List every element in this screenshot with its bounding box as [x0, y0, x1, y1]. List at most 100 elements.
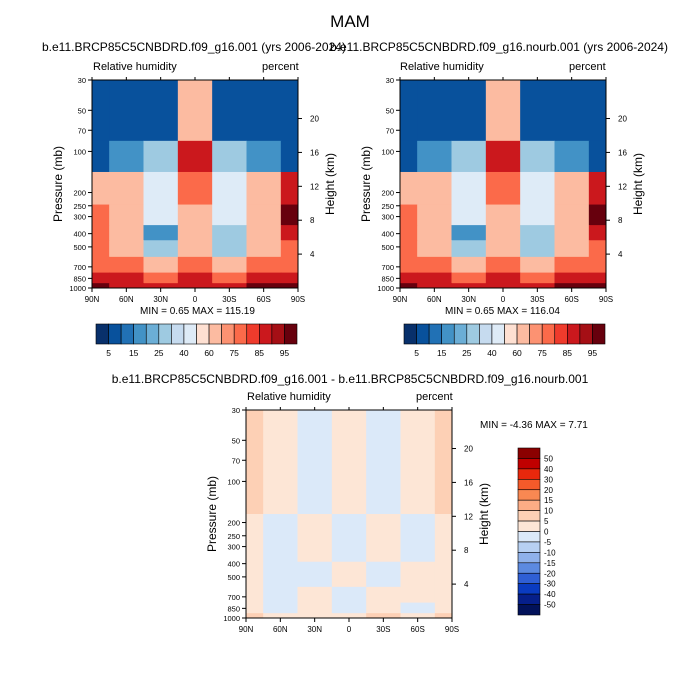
- panel-1-cell: [280, 283, 299, 289]
- panel-3-ytick-label: 50: [232, 436, 240, 445]
- panel-1-cell: [212, 171, 247, 206]
- panel-1-colorbar-box: [158, 323, 172, 345]
- panel-2-colorbar-box: [479, 323, 493, 345]
- panel-2-xtick-label: 60S: [565, 295, 579, 304]
- panel-3-cell: [434, 613, 453, 619]
- panel-3-cell: [297, 602, 333, 614]
- panel-2-cell: [451, 272, 487, 284]
- panel-3-cell: [366, 586, 401, 604]
- panel-2-cell: [588, 283, 607, 289]
- panel-3-height-tick-label: 8: [464, 546, 469, 555]
- panel-3-colorbar-box: [517, 468, 541, 480]
- panel-3-cell: [434, 514, 453, 563]
- panel-3-cell: [331, 561, 367, 588]
- panel-1-cell: [92, 171, 110, 206]
- panel-3-cell: [331, 613, 367, 619]
- panel-1-colorbar-label: 25: [154, 348, 164, 358]
- panel-1-height-tick-label: 8: [310, 216, 315, 225]
- panel-1-cell: [109, 256, 144, 274]
- panel-1-cell: [280, 204, 299, 226]
- panel-3-cell: [331, 602, 367, 614]
- panel-3-cell: [331, 410, 367, 515]
- panel-1-field-label: Relative humidity: [93, 61, 177, 73]
- panel-3-ytick-label: 250: [227, 532, 240, 541]
- panel-2-y2label: Height (km): [631, 153, 645, 215]
- panel-3-cell: [263, 410, 298, 515]
- panel-2-colorbar-box: [441, 323, 455, 345]
- panel-1-cell: [212, 80, 247, 142]
- panel-2-ytick-label: 700: [381, 263, 394, 272]
- panel-1-title: b.e11.BRCP85C5CNBDRD.f09_g16.001 (yrs 20…: [42, 40, 346, 54]
- panel-1-ytick-label: 250: [73, 202, 86, 211]
- panel-2-cell: [417, 80, 452, 142]
- panel-1-ytick-label: 500: [73, 243, 86, 252]
- panel-3-cell: [434, 602, 453, 614]
- panel-1-cell: [246, 80, 282, 142]
- panel-3-colorbar-label: -50: [544, 601, 556, 610]
- panel-1-cell: [92, 283, 110, 289]
- panel-1-cell: [246, 240, 282, 258]
- panel-2-colorbar-box: [579, 323, 593, 345]
- panel-2-cell: [588, 225, 607, 241]
- panel-1-cell: [246, 256, 282, 274]
- panel-1-colorbar: [95, 323, 298, 345]
- panel-3-cell: [366, 602, 401, 614]
- panel-1-cell: [143, 80, 179, 142]
- panel-3-colorbar-box: [517, 510, 541, 522]
- panel-1-cell: [246, 171, 282, 206]
- panel-1-ytick-label: 100: [73, 147, 86, 156]
- panel-3-cell: [297, 561, 333, 588]
- panel-3-colorbar-label: 40: [544, 465, 553, 474]
- panel-1-colorbar-label: 95: [280, 348, 290, 358]
- panel-1-cell: [92, 225, 110, 241]
- panel-3-xtick-label: 90S: [445, 625, 459, 634]
- panel-1-height-tick-label: 12: [310, 182, 319, 191]
- panel-1-cell: [177, 80, 213, 142]
- panel-2-field-label: Relative humidity: [400, 61, 484, 73]
- panel-2-ytick-label: 100: [381, 147, 394, 156]
- panel-1-cell: [92, 140, 110, 173]
- panel-2-cell: [520, 240, 555, 258]
- panel-3-units-label: percent: [416, 391, 453, 403]
- panel-2-cell: [400, 283, 418, 289]
- panel-1-cell: [280, 140, 299, 173]
- panel-2-colorbar-box: [554, 323, 568, 345]
- panel-3-xtick-label: 60N: [273, 625, 288, 634]
- panel-1-xtick-label: 60S: [257, 295, 271, 304]
- panel-3-colorbar-box: [517, 499, 541, 511]
- panel-1-colorbar-label: 40: [179, 348, 189, 358]
- panel-3-cell: [434, 586, 453, 604]
- panel-2-xtick-label: 60N: [427, 295, 442, 304]
- panel-2-ytick-label: 500: [381, 243, 394, 252]
- panel-1-colorbar-box: [271, 323, 285, 345]
- panel-1-cell: [92, 80, 110, 142]
- panel-3-cell: [246, 561, 264, 588]
- panel-1-ytick-label: 1000: [69, 284, 86, 293]
- panel-2-colorbar-box: [491, 323, 505, 345]
- panel-1-xtick-label: 60N: [119, 295, 134, 304]
- panel-2-cell: [554, 204, 590, 226]
- panel-2-height-tick-label: 4: [618, 250, 623, 259]
- main-title: MAM: [330, 12, 370, 31]
- panel-1-colorbar-box: [145, 323, 160, 345]
- panel-2-cell: [417, 225, 452, 241]
- panel-1-ytick-label: 400: [73, 230, 86, 239]
- panel-2-ytick-label: 850: [381, 274, 394, 283]
- panel-3-cell: [400, 586, 436, 604]
- panel-1-cell: [246, 225, 282, 241]
- panel-1-cell: [109, 140, 144, 173]
- panel-3-cell: [263, 561, 298, 588]
- panel-3-colorbar-box: [517, 562, 541, 574]
- panel-3-colorbar-label: 0: [544, 528, 549, 537]
- panel-1-y2label: Height (km): [323, 153, 337, 215]
- panel-3-ytick-label: 300: [227, 543, 240, 552]
- panel-2-colorbar-label: 40: [487, 348, 497, 358]
- panel-1-cell: [280, 225, 299, 241]
- panel-1-cell: [109, 171, 144, 206]
- panel-3-colorbar-box: [517, 520, 541, 532]
- panel-1-cell: [246, 204, 282, 226]
- panel-2-cell: [451, 283, 487, 289]
- panel-2-colorbar-box: [541, 323, 556, 345]
- panel-1-cell: [143, 171, 179, 206]
- panel-2-xtick-label: 30S: [530, 295, 544, 304]
